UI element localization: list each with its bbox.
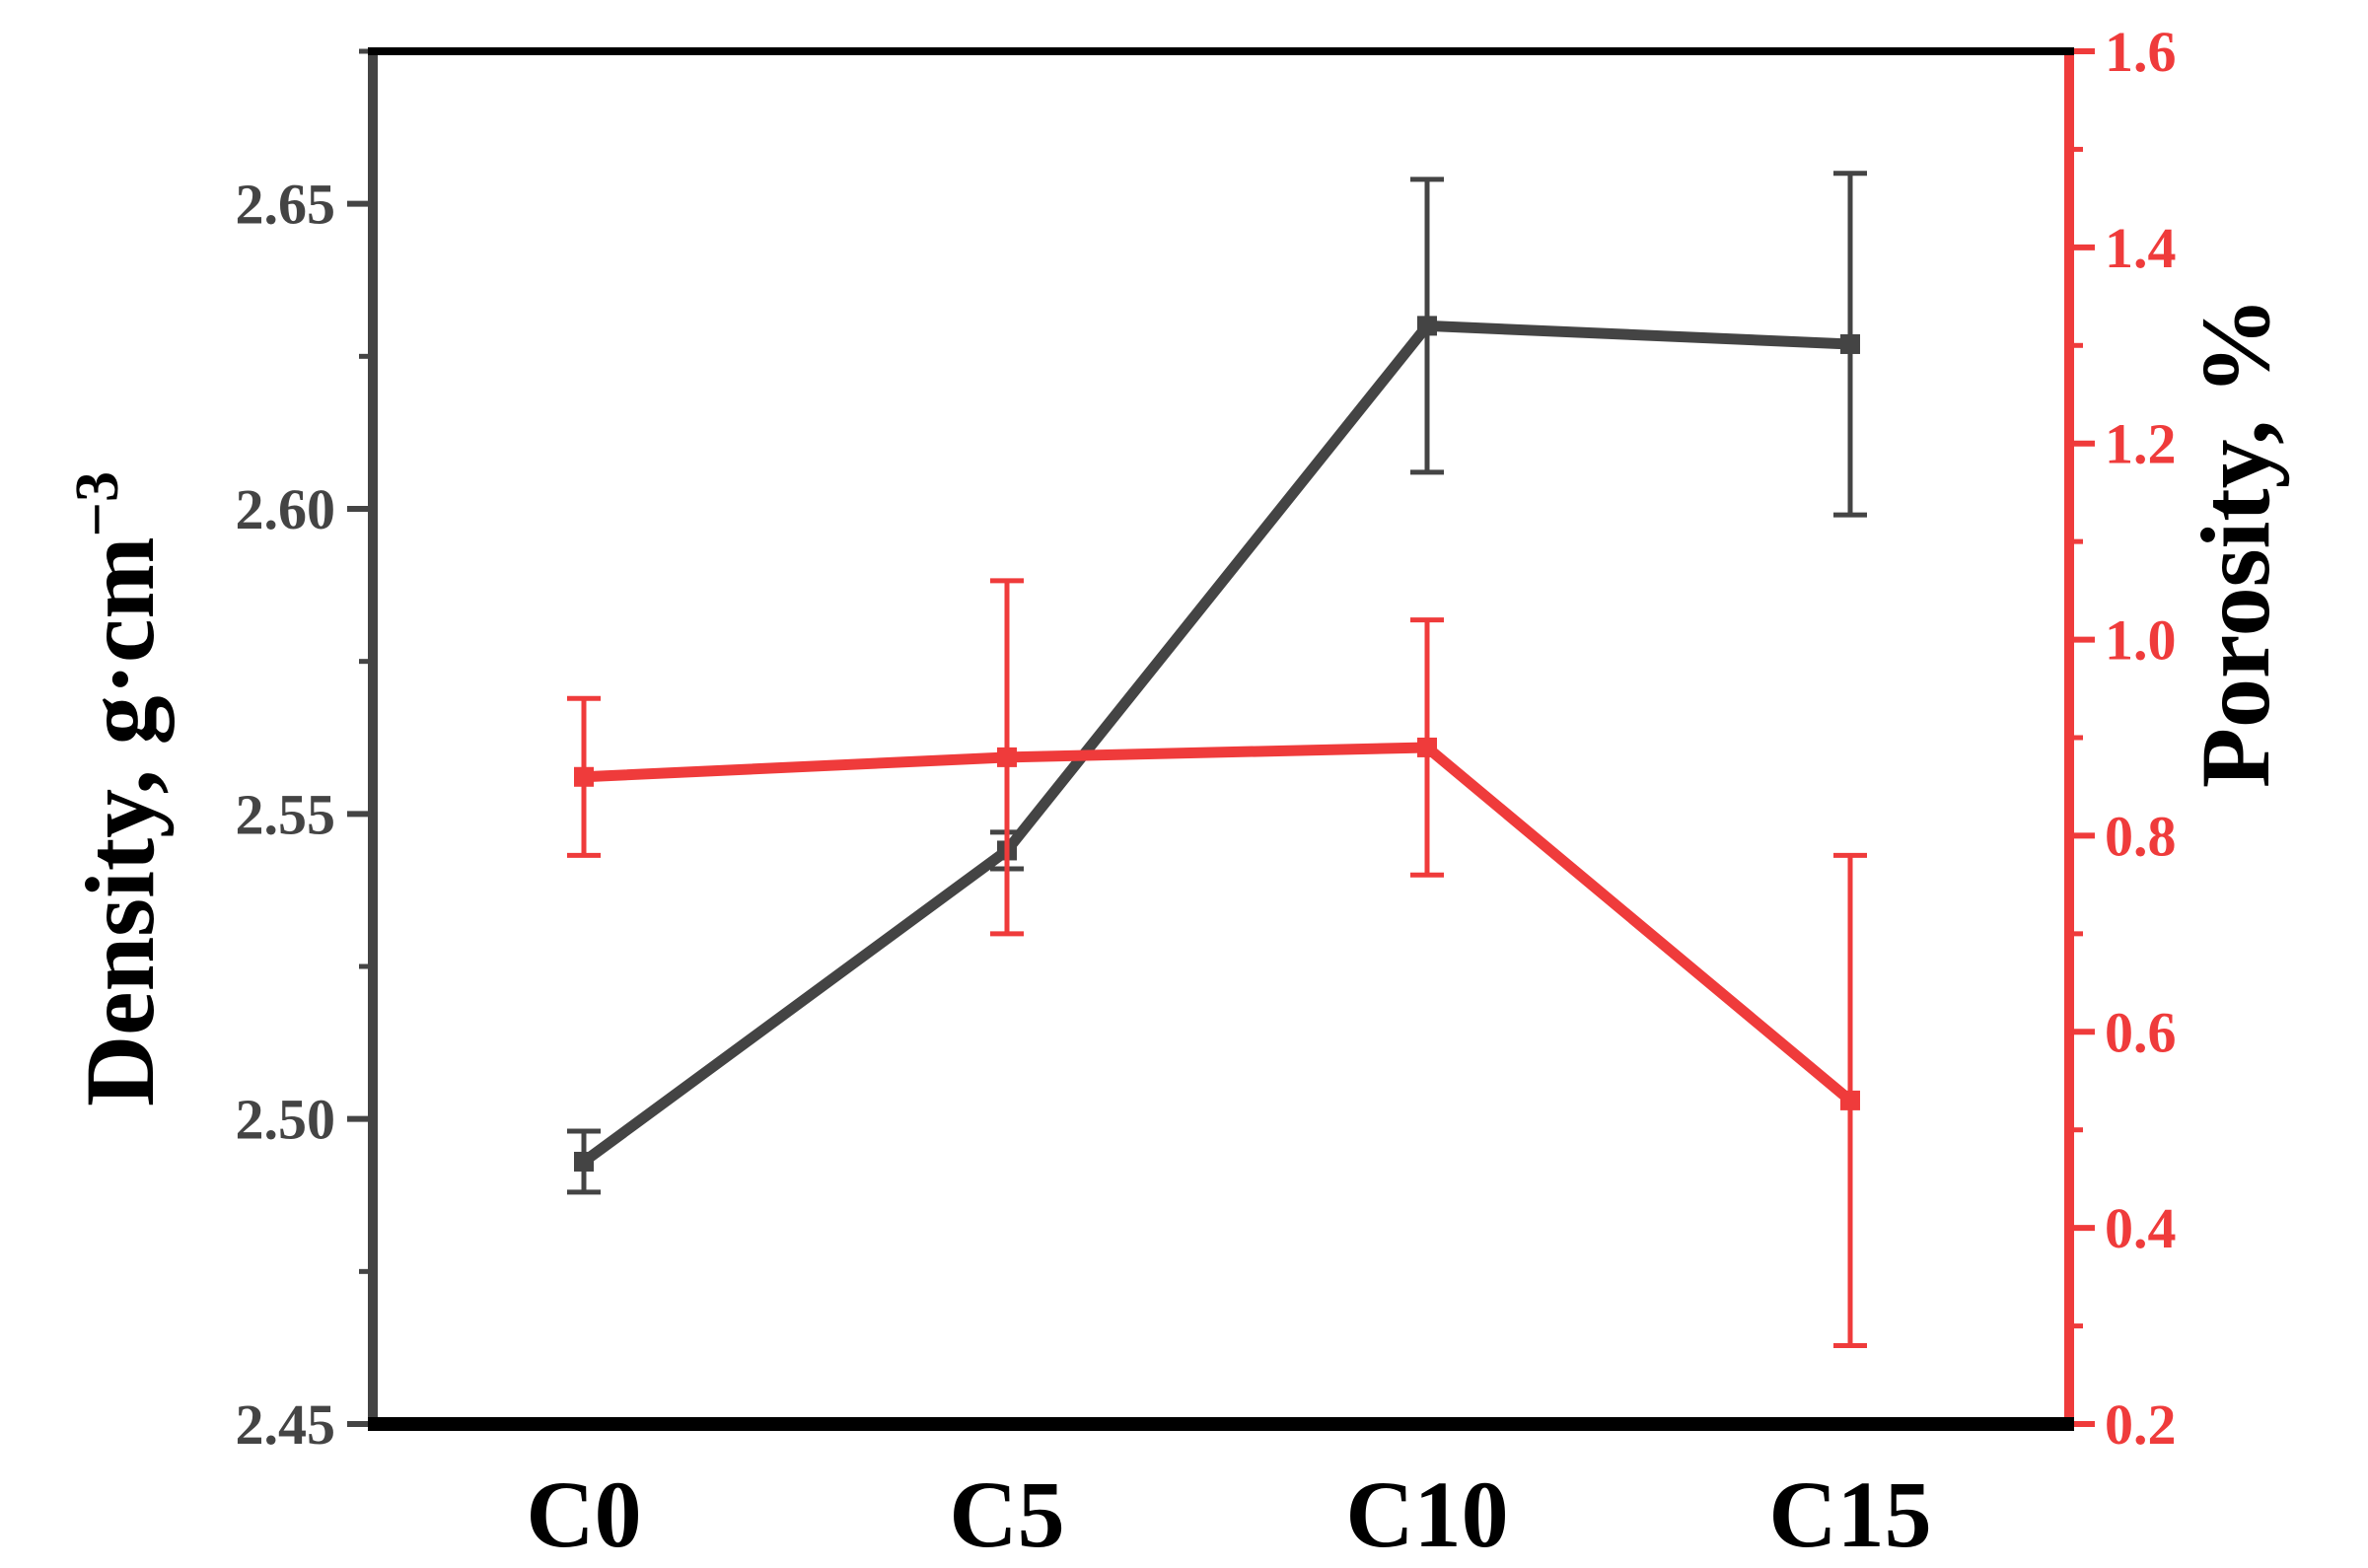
right-tick-label: 0.2 [2105, 1392, 2177, 1457]
right-tick-label: 0.8 [2105, 804, 2177, 868]
left-tick-label: 2.50 [236, 1088, 336, 1152]
left-axis-label: Density, g·cm−3 [64, 471, 175, 1106]
density-data-point [1840, 333, 1860, 354]
x-tick-label: C10 [1345, 1461, 1508, 1567]
porosity-data-point [1840, 1090, 1860, 1110]
porosity-data-point [1417, 737, 1437, 757]
left-axis-label-superscript: −3 [64, 471, 131, 536]
density-data-point [574, 1151, 594, 1172]
right-tick-label: 0.4 [2105, 1196, 2177, 1260]
left-tick-label: 2.45 [236, 1392, 336, 1457]
x-tick-label: C15 [1768, 1461, 1931, 1567]
right-axis-label: Porosity, % [2181, 297, 2290, 788]
density-series-line [580, 320, 1851, 1167]
porosity-data-point [574, 766, 594, 787]
left-tick-label: 2.65 [236, 173, 336, 237]
right-tick-label: 1.6 [2105, 20, 2177, 84]
right-y-axis: 0.2 0.4 0.6 0.8 1.0 1.2 1.4 1.6 [2064, 20, 2177, 1457]
left-y-axis: 2.45 2.50 2.55 2.60 2.65 [236, 48, 378, 1457]
left-tick-label: 2.60 [236, 477, 336, 541]
porosity-data-point [997, 747, 1017, 767]
left-tick-label: 2.55 [236, 782, 336, 846]
density-data-point [1417, 316, 1437, 336]
left-axis-label-main: Density, g·cm [65, 536, 175, 1106]
right-tick-label: 1.0 [2105, 608, 2177, 673]
x-tick-label: C0 [526, 1461, 641, 1567]
right-tick-label: 0.6 [2105, 1000, 2177, 1064]
right-tick-label: 1.2 [2105, 412, 2177, 476]
x-tick-label: C5 [949, 1461, 1064, 1567]
x-axis: C0 C5 C10 C15 [368, 47, 2074, 1567]
porosity-series-line [583, 742, 1854, 1105]
series-layer [567, 171, 1867, 1348]
right-tick-label: 1.4 [2105, 216, 2177, 280]
